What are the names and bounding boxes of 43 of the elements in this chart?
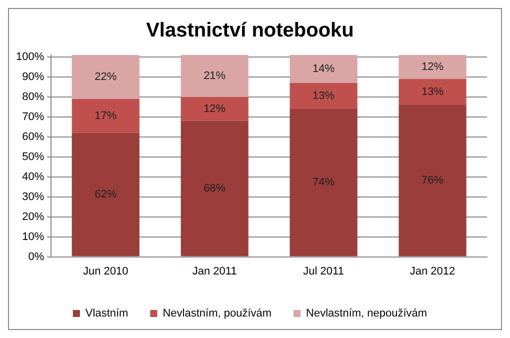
data-label: 21% (204, 70, 226, 82)
bar (398, 104, 466, 256)
legend-label: Nevlastním, používám (162, 308, 272, 320)
bar (180, 96, 248, 121)
data-label: 13% (312, 90, 335, 102)
data-label: 62% (94, 188, 117, 201)
x-tick-label: Jan 2012 (410, 265, 456, 278)
legend-label: Nevlastním, nepoužívám (306, 308, 428, 320)
bar (72, 132, 140, 256)
y-tick-label: 30% (22, 190, 44, 203)
x-tick-label: Jun 2010 (82, 265, 128, 278)
y-tick-label: 10% (22, 230, 44, 243)
y-tick-label: 80% (22, 90, 44, 103)
data-label: 76% (422, 174, 444, 187)
y-tick-label: 50% (22, 150, 44, 163)
bar (180, 120, 248, 256)
bar (72, 55, 140, 99)
y-tick-label: 0% (28, 250, 44, 263)
legend-label: Vlastním (85, 308, 128, 320)
bar (398, 55, 466, 79)
bar (72, 98, 140, 133)
data-label: 13% (422, 86, 444, 98)
bar (290, 82, 358, 109)
y-tick-label: 20% (22, 210, 44, 223)
x-tick-label: Jul 2011 (303, 265, 344, 278)
y-tick-label: 70% (22, 110, 44, 123)
data-label: 68% (204, 182, 226, 195)
y-tick-label: 40% (22, 170, 44, 183)
bar (290, 55, 358, 83)
data-label: 22% (94, 71, 117, 84)
data-label: 14% (312, 63, 335, 76)
bar (180, 55, 248, 97)
data-label: 12% (422, 61, 444, 74)
data-label: 74% (312, 176, 335, 189)
data-label: 12% (204, 102, 226, 115)
bar (398, 78, 466, 105)
x-tick-label: Jan 2011 (192, 265, 237, 278)
y-tick-label: 90% (22, 71, 44, 84)
y-tick-label: 100% (16, 51, 44, 64)
chart-title: Vlastnictví notebooku (146, 20, 354, 42)
data-label: 17% (94, 110, 117, 122)
bar (290, 108, 358, 256)
y-tick-label: 60% (22, 130, 44, 143)
